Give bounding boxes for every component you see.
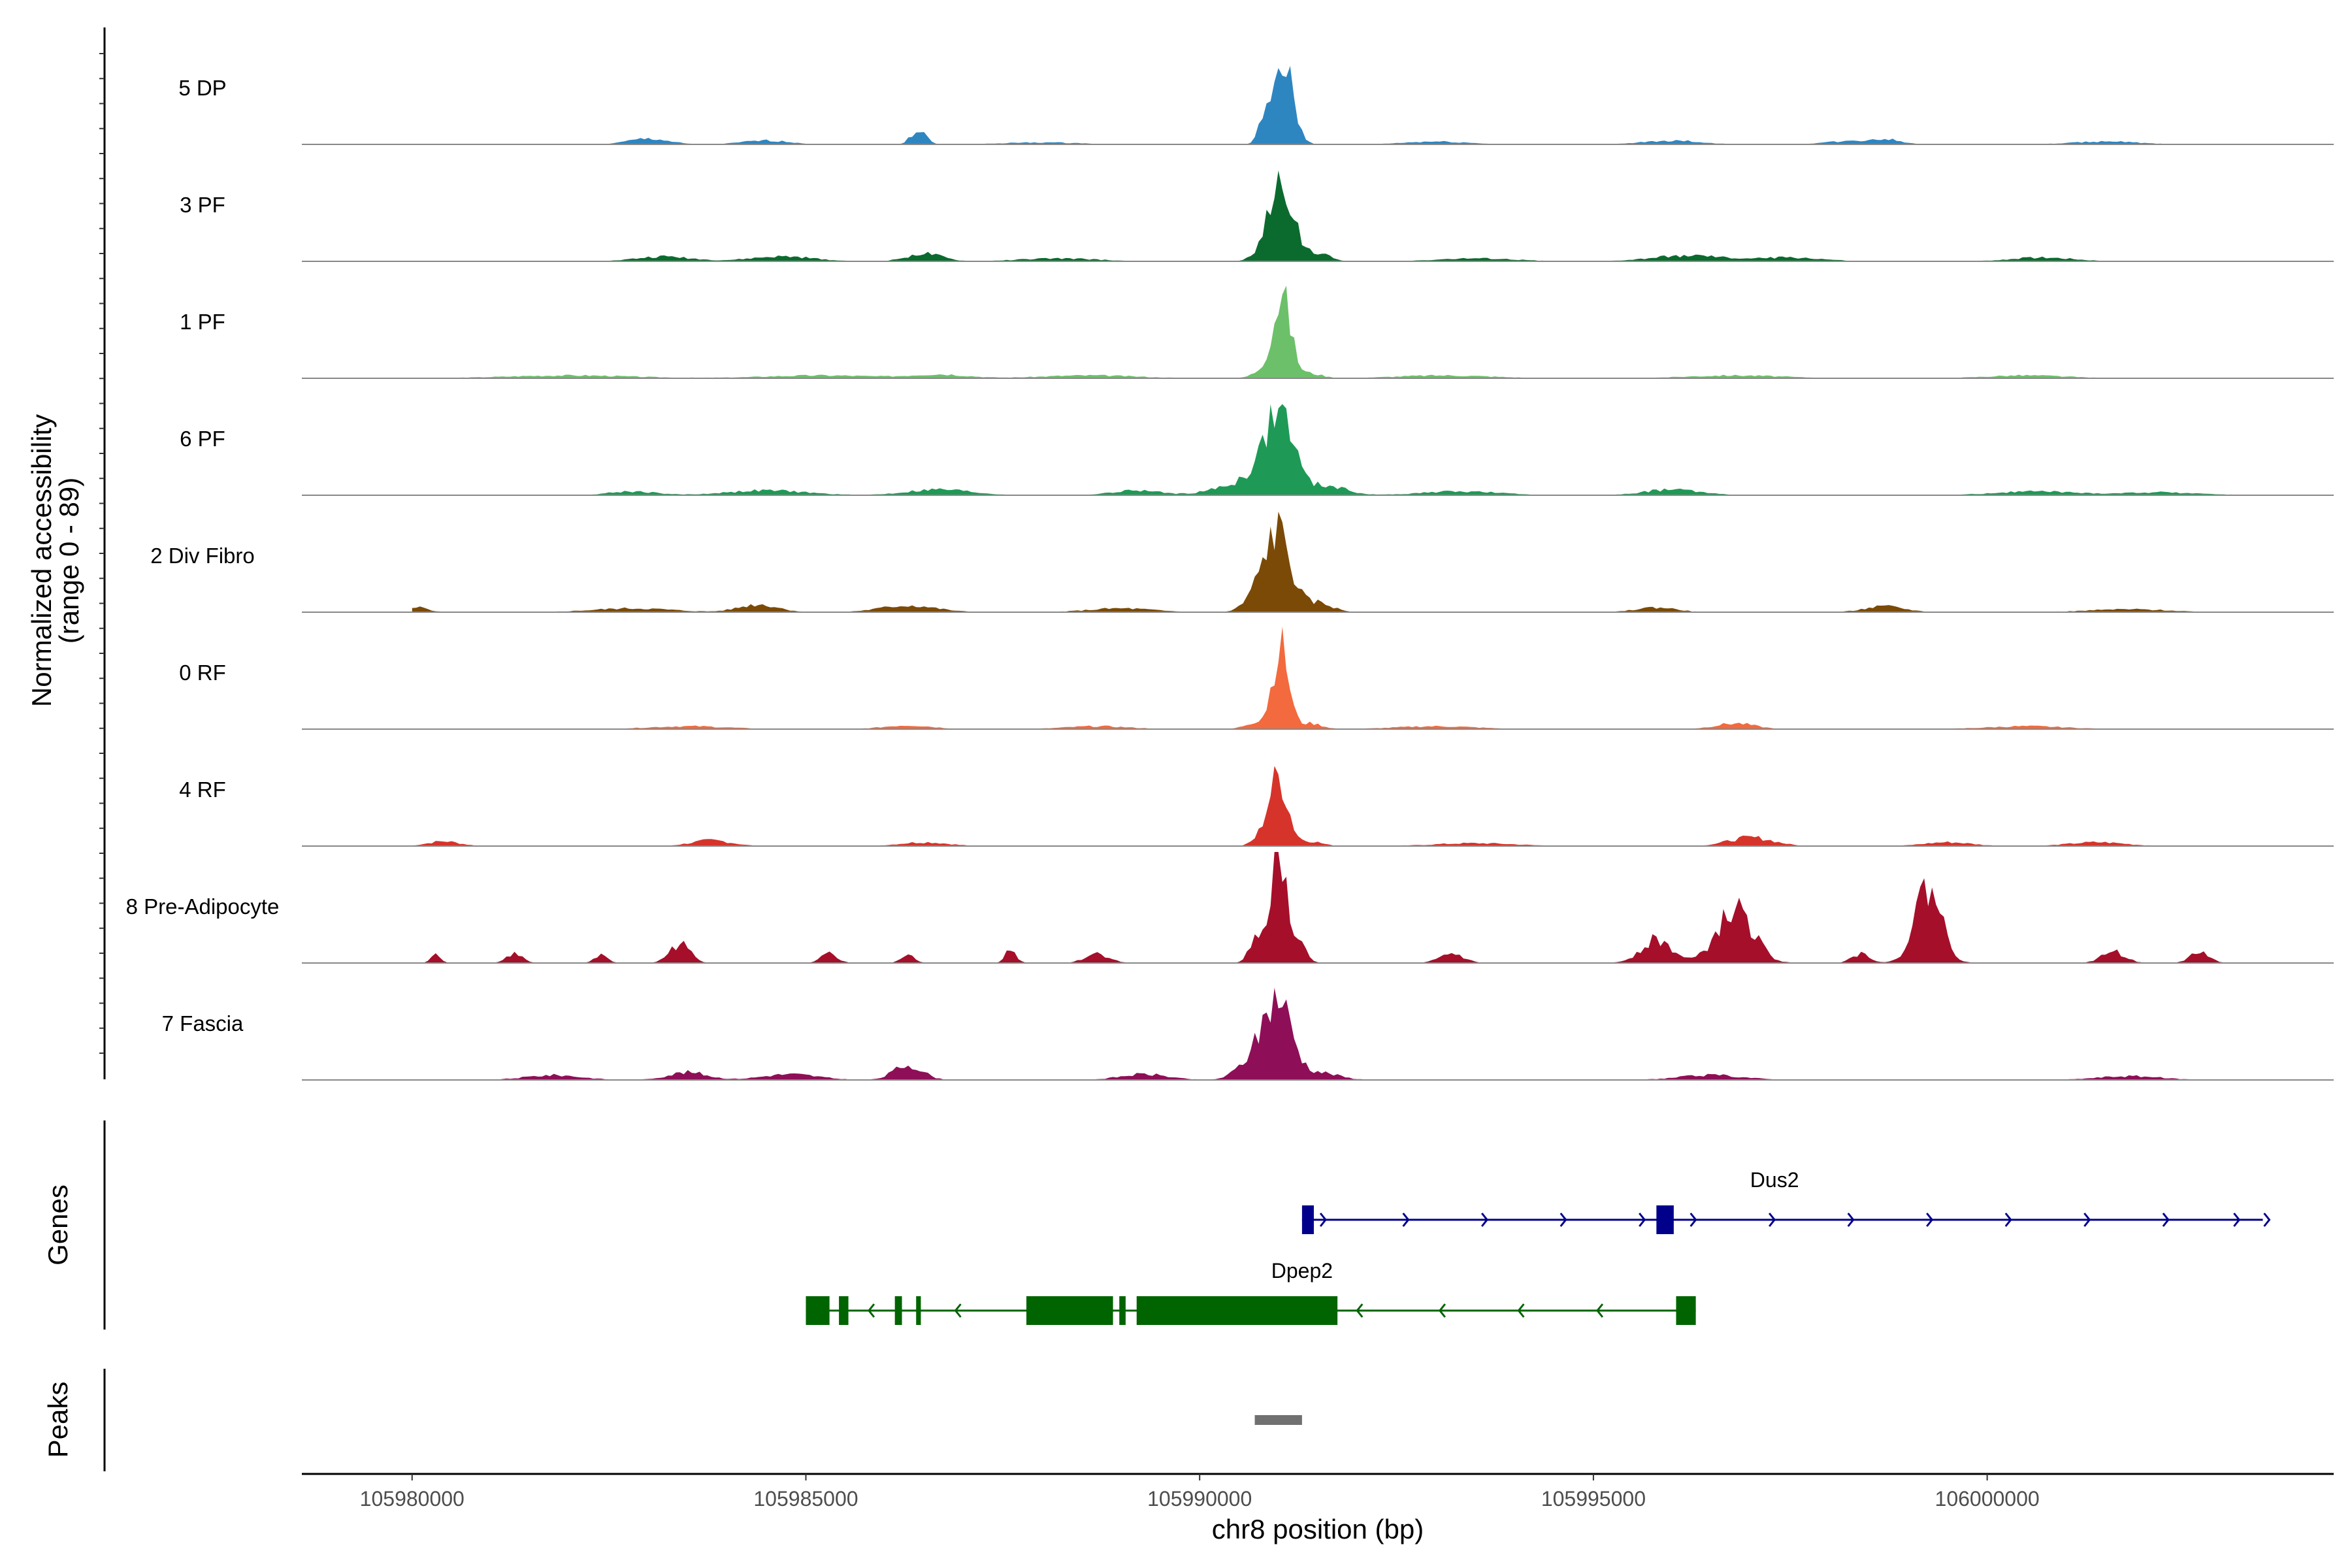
coverage-area [412, 852, 2240, 963]
gene-Dus2: Dus2 [1301, 1168, 2271, 1234]
strand-arrow [2004, 1213, 2012, 1227]
track-label: 2 Div Fibro [150, 544, 255, 568]
genes-track: Dus2 Dpep2 [806, 1168, 2271, 1325]
exon [1676, 1296, 1696, 1325]
coverage-tracks: 5 DP 3 PF 1 PF 6 PF 2 Div Fibro 0 RF 4 RF 8 Pre… [126, 66, 2334, 1081]
strand-arrow [1517, 1303, 1525, 1318]
x-tick-label: 105990000 [1147, 1487, 1252, 1511]
strand-arrow [867, 1303, 875, 1318]
track-label: 3 PF [180, 193, 225, 217]
strand-arrow [1926, 1213, 1934, 1227]
track-0: 5 DP [178, 66, 2334, 145]
exon [839, 1296, 849, 1325]
exon [1026, 1296, 1113, 1325]
track-3: 6 PF [180, 404, 2334, 496]
strand-arrow [1356, 1303, 1364, 1318]
coverage-area [412, 170, 2240, 261]
track-label: 0 RF [179, 661, 226, 685]
strand-arrow [2233, 1213, 2241, 1227]
coverage-area [412, 987, 2240, 1080]
strand-arrow [954, 1303, 962, 1318]
strand-arrow [1768, 1213, 1776, 1227]
track-label: 7 Fascia [162, 1011, 244, 1036]
x-tick-label: 106000000 [1935, 1487, 2040, 1511]
y-axis-title: Normalized accessibility [26, 414, 57, 707]
strand-arrow [1402, 1213, 1410, 1227]
track-5: 0 RF [179, 627, 2334, 730]
peak-region [1254, 1415, 1302, 1425]
exon [1656, 1205, 1674, 1234]
track-label: 6 PF [180, 427, 225, 451]
peaks-track-title: Peaks [42, 1382, 73, 1458]
x-axis-title: chr8 position (bp) [1212, 1514, 1424, 1544]
strand-arrow [1319, 1213, 1327, 1227]
x-tick-label: 105980000 [360, 1487, 465, 1511]
coverage-area [412, 286, 2240, 378]
x-tick-label: 105995000 [1541, 1487, 1646, 1511]
strand-arrow [2263, 1213, 2271, 1227]
strand-arrow [1438, 1303, 1446, 1318]
exon [894, 1296, 902, 1325]
track-7: 8 Pre-Adipocyte [126, 852, 2334, 964]
strand-arrow [1639, 1213, 1646, 1227]
track-8: 7 Fascia [162, 987, 2334, 1081]
gene-label: Dpep2 [1271, 1259, 1333, 1282]
track-1: 3 PF [180, 170, 2334, 262]
peaks-track [1254, 1415, 1302, 1425]
coverage-area [412, 404, 2240, 495]
strand-arrow [1480, 1213, 1489, 1227]
track-label: 5 DP [178, 76, 226, 100]
track-label: 4 RF [179, 777, 226, 802]
strand-arrow [1690, 1213, 1697, 1227]
coverage-area [412, 627, 2240, 729]
strand-arrow [1560, 1213, 1567, 1227]
exon [1301, 1205, 1314, 1234]
track-2: 1 PF [180, 286, 2334, 379]
exon [1136, 1296, 1338, 1325]
strand-arrow [2162, 1213, 2170, 1227]
coverage-area [412, 512, 2240, 612]
gene-label: Dus2 [1750, 1168, 1799, 1192]
y-axis-range: (range 0 - 89) [54, 478, 84, 644]
exon [1119, 1296, 1126, 1325]
x-tick-label: 105985000 [753, 1487, 858, 1511]
strand-arrow [1596, 1303, 1604, 1318]
track-6: 4 RF [179, 766, 2334, 847]
coverage-area [412, 766, 2240, 846]
strand-arrow [2083, 1213, 2091, 1227]
exon [806, 1296, 830, 1325]
track-label: 8 Pre-Adipocyte [126, 894, 280, 919]
strand-arrow [1847, 1213, 1855, 1227]
genes-track-title: Genes [42, 1184, 73, 1266]
track-4: 2 Div Fibro [150, 512, 2334, 613]
track-label: 1 PF [180, 310, 225, 334]
exon [916, 1296, 921, 1325]
gene-Dpep2: Dpep2 [806, 1259, 1696, 1325]
y-axis-ticks [99, 53, 105, 1054]
coverage-area [412, 66, 2240, 144]
x-axis-ticks: 105980000 105985000 105990000 105995000 1060… [360, 1474, 2040, 1511]
